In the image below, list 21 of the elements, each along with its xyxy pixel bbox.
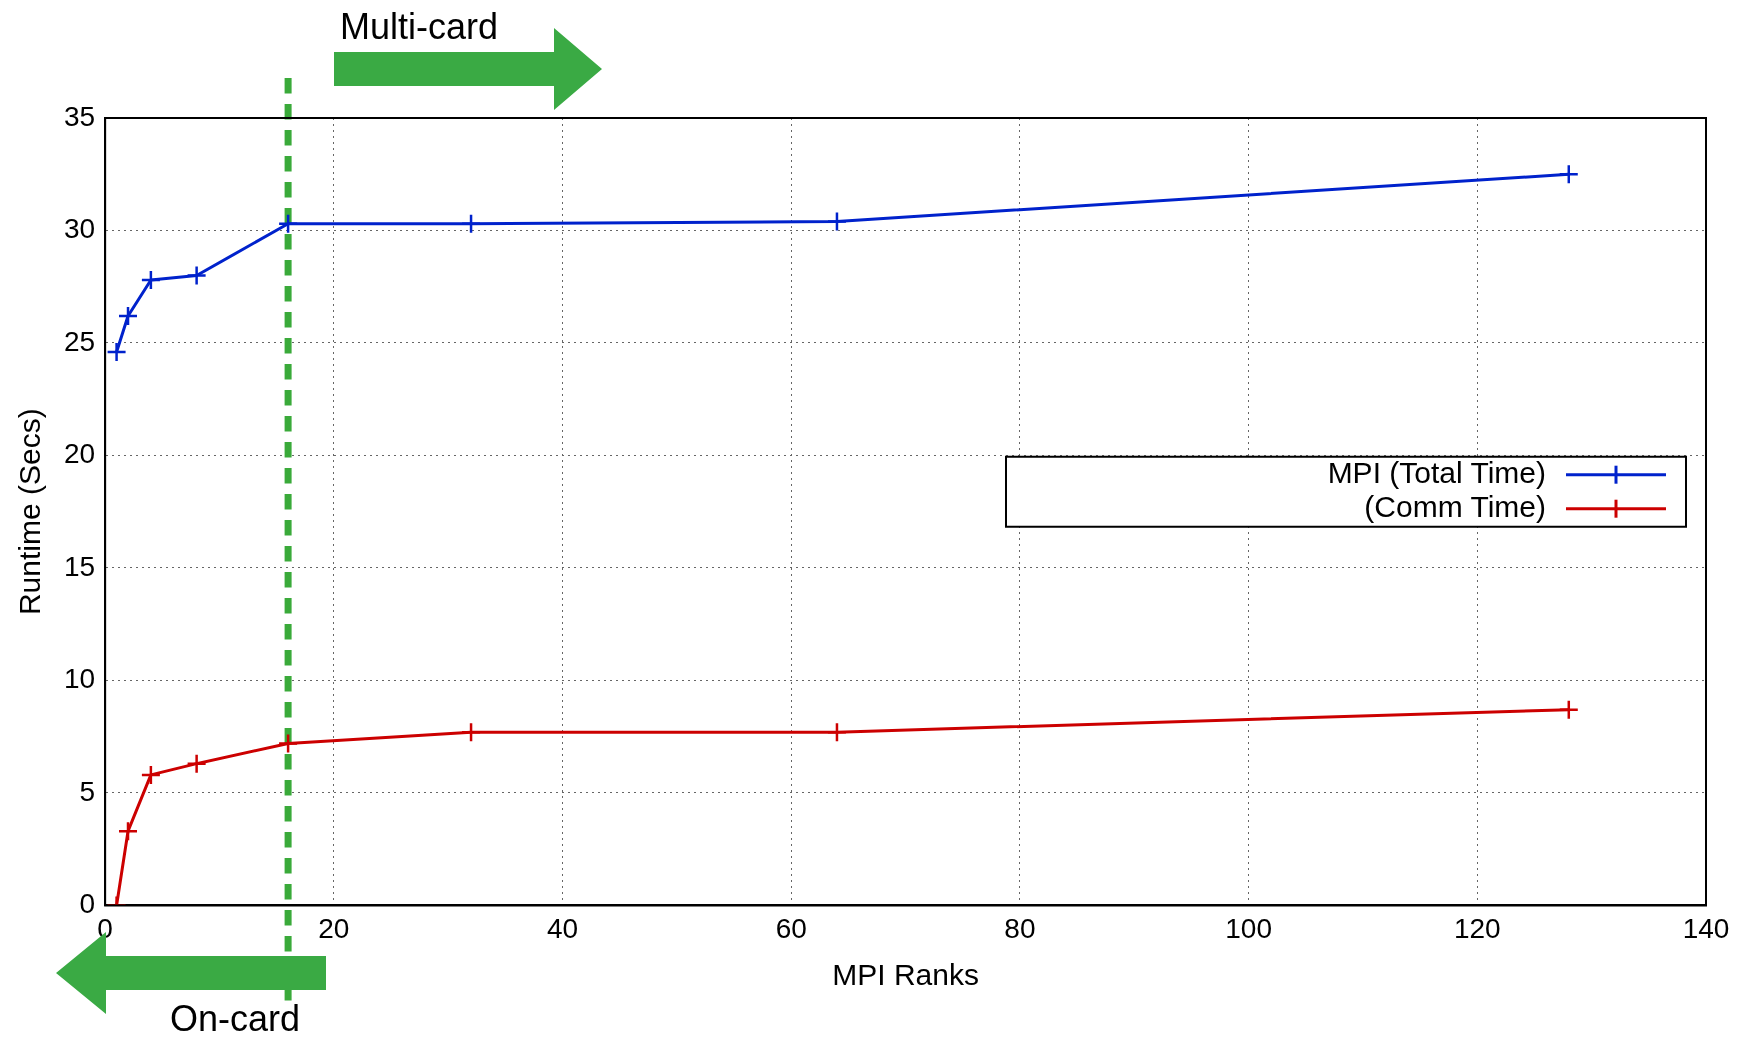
y-tick-label: 30 [63,213,96,245]
text: On-card [170,998,301,1039]
x-tick-label: 20 [318,912,350,944]
x-tick-label: 140 [1682,912,1730,944]
x-axis-title: MPI Ranks [832,958,979,992]
y-tick-label: 35 [63,100,96,132]
y-tick-label: 0 [79,888,96,920]
x-tick-label: 120 [1453,912,1501,944]
x-tick-label: 100 [1225,912,1272,944]
y-tick-label: 10 [63,663,96,695]
y-tick-label: 20 [63,438,96,470]
x-tick-label: 40 [546,912,579,944]
legend-label: MPI (Total Time) [1327,455,1546,489]
y-tick-label: 5 [79,775,96,807]
y-tick-label: 25 [63,325,96,357]
legend-label: (Comm Time) [1364,489,1546,523]
y-axis-title: Runtime (Secs) [13,408,47,616]
y-tick-label: 15 [63,550,96,582]
x-tick-label: 80 [1004,912,1036,944]
x-tick-label: 60 [775,912,807,944]
text: Multi-card [340,6,499,48]
